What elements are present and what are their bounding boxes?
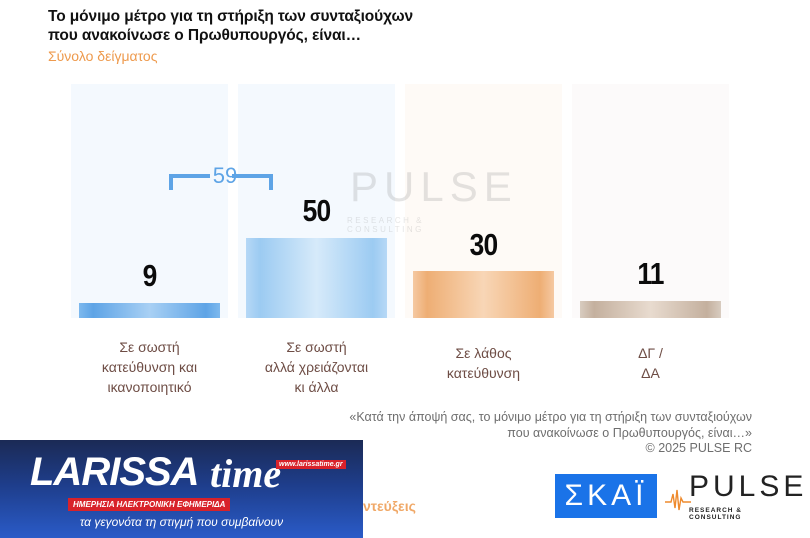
bracket-total: 59	[212, 163, 238, 188]
copyright-text: © 2025 PULSE RC	[645, 441, 752, 455]
larissa-ribbon: ΗΜΕΡΗΣΙΑ ΗΛΕΚΤΡΟΝΙΚΗ ΕΦΗΜΕΡΙΔΑ	[68, 498, 231, 511]
bar-4	[580, 301, 721, 318]
bar-value-3: 30	[469, 227, 498, 262]
bar-1	[79, 303, 220, 318]
bar-value-2: 50	[302, 193, 331, 228]
label-line: ΔΑ	[641, 365, 660, 381]
bar-value-1: 9	[142, 258, 158, 293]
pulse-watermark: PULSE RESEARCH & CONSULTING	[335, 163, 512, 234]
pulse-logo-text: PULSE	[689, 470, 808, 503]
category-label-1: Σε σωστή κατεύθυνση και ικανοποιητικό	[71, 337, 228, 397]
skai-logo: ΣΚΑΪ	[555, 474, 657, 518]
label-line: κατεύθυνση και	[101, 359, 198, 375]
bar-3	[413, 271, 554, 318]
category-label-2: Σε σωστή αλλά χρειάζονται κι άλλα	[238, 337, 395, 397]
label-line: Σε σωστή	[286, 339, 347, 355]
chart-title: Το μόνιμο μέτρο για τη στήριξη των συντα…	[48, 7, 413, 45]
bar-value-4: 11	[637, 256, 664, 291]
partial-caption: ντεύξεις	[363, 498, 416, 514]
pulse-wave-icon	[665, 489, 691, 511]
title-line-2: που ανακοίνωσε ο Πρωθυπουργός, είναι…	[48, 27, 362, 44]
question-footnote: «Κατά την άποψή σας, το μόνιμο μέτρο για…	[349, 410, 752, 457]
label-line: κι άλλα	[294, 379, 339, 395]
footnote-line-2: που ανακοίνωσε ο Πρωθυπουργός, είναι…»	[507, 425, 752, 440]
label-line: ΔΓ /	[638, 345, 663, 361]
label-line: κατεύθυνση	[446, 365, 521, 381]
category-label-3: Σε λάθος κατεύθυνση	[405, 343, 562, 383]
column-bg-4	[572, 84, 729, 318]
chart-subtitle: Σύνολο δείγματος	[48, 48, 158, 64]
category-label-4: ΔΓ / ΔΑ	[572, 343, 729, 383]
watermark-subtext: RESEARCH & CONSULTING	[347, 216, 425, 234]
column-bg-1	[71, 84, 228, 318]
larissa-tagline: τα γεγονότα τη στιγμή που συμβαίνουν	[79, 515, 284, 529]
title-line-1: Το μόνιμο μέτρο για τη στήριξη των συντα…	[48, 8, 414, 25]
label-line: Σε σωστή	[119, 339, 180, 355]
label-line: Σε λάθος	[455, 345, 512, 361]
sum-bracket-icon	[169, 174, 273, 190]
bar-2	[246, 238, 387, 318]
larissa-brand-time: time	[210, 451, 282, 496]
larissatime-banner[interactable]: LARISSA time www.larissatime.gr ΗΜΕΡΗΣΙΑ…	[0, 440, 363, 538]
label-line: αλλά χρειάζονται	[264, 359, 369, 375]
pulse-logo: PULSE RESEARCH & CONSULTING	[665, 470, 803, 521]
larissa-brand: LARISSA	[30, 450, 200, 494]
footnote-line-1: «Κατά την άποψή σας, το μόνιμο μέτρο για…	[349, 410, 752, 424]
pulse-logo-subtext: RESEARCH & CONSULTING	[689, 507, 742, 521]
label-line: ικανοποιητικό	[107, 379, 192, 395]
watermark-text: PULSE	[350, 163, 518, 210]
larissa-url: www.larissatime.gr	[276, 460, 346, 469]
